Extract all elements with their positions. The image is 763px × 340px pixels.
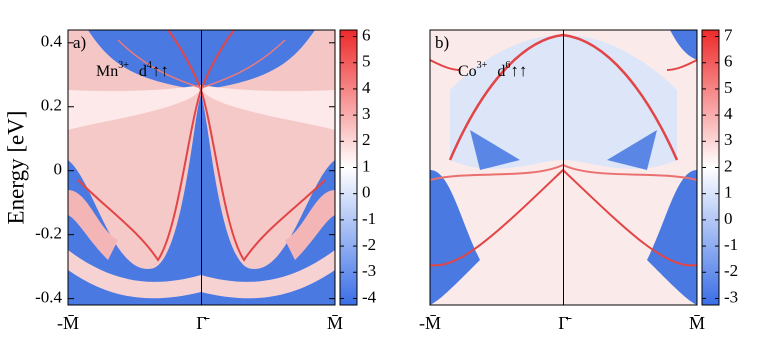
x-tick-label: Γ̄ <box>196 313 209 333</box>
panel-label: b) <box>435 33 449 52</box>
panels: a)Mn3+ d4↑↑Energy [eV]0.40.20-0.2-0.4-M̄ Γ… <box>3 25 738 333</box>
colorbar-tick-label: 7 <box>724 25 733 44</box>
x-tick-label: M̄ <box>327 313 343 333</box>
x-tick-label: Γ̄ <box>558 313 571 333</box>
colorbar-tick-label: 5 <box>724 78 733 97</box>
colorbar-tick-label: 3 <box>724 130 733 149</box>
colorbar-tick-label: 3 <box>362 104 371 123</box>
colorbar-tick-label: 1 <box>724 183 733 202</box>
colorbar-tick-label: 2 <box>724 156 733 175</box>
colorbar-tick-label: 6 <box>724 52 733 71</box>
annotation-occupation: 6 <box>505 60 510 71</box>
annotation-ion: Mn <box>96 63 118 80</box>
colorbar-tick-label: 4 <box>724 104 733 123</box>
x-tick-label: -M̄ <box>419 313 441 333</box>
colorbar-tick-label: -1 <box>362 209 376 228</box>
annotation-occupation: 4 <box>147 60 152 71</box>
annotation-spin: ↑↑ <box>152 61 169 80</box>
y-axis-label: Energy [eV] <box>3 111 28 225</box>
colorbar-tick-label: 6 <box>362 25 371 44</box>
y-tick-label: 0.4 <box>41 32 63 51</box>
y-tick-label: 0 <box>54 160 63 179</box>
annotation-charge: 3+ <box>118 60 129 71</box>
colorbar-tick-label: -3 <box>362 261 376 280</box>
colorbar-tick-label: 4 <box>362 78 371 97</box>
colorbar-tick-label: -3 <box>724 287 738 306</box>
annotation-charge: 3+ <box>477 60 488 71</box>
colorbar-tick-label: 5 <box>362 52 371 71</box>
colorbar-tick-label: 0 <box>724 209 733 228</box>
panel-label: a) <box>73 33 86 52</box>
x-tick-label: M̄ <box>689 313 705 333</box>
annotation-ion: Co <box>458 63 477 80</box>
colorbar-tick-label: -2 <box>724 261 738 280</box>
colorbar-tick-label: -1 <box>724 235 738 254</box>
x-tick-label: -M̄ <box>57 313 79 333</box>
annotation: Co3+ d6↑↑ <box>458 60 527 80</box>
annotation-spin: ↑↑ <box>510 61 527 80</box>
colorbar-tick-label: 2 <box>362 130 371 149</box>
annotation-orbital: d <box>497 63 505 80</box>
annotation-orbital: d <box>139 63 147 80</box>
y-tick-label: 0.2 <box>41 96 62 115</box>
y-tick-label: -0.2 <box>35 224 62 243</box>
colorbar-tick-label: 1 <box>362 156 371 175</box>
colorbar-tick-label: -2 <box>362 235 376 254</box>
y-tick-label: -0.4 <box>35 288 62 307</box>
colorbar-tick-label: 0 <box>362 183 371 202</box>
annotation: Mn3+ d4↑↑ <box>96 60 169 80</box>
colorbar-tick-label: -4 <box>362 287 377 306</box>
